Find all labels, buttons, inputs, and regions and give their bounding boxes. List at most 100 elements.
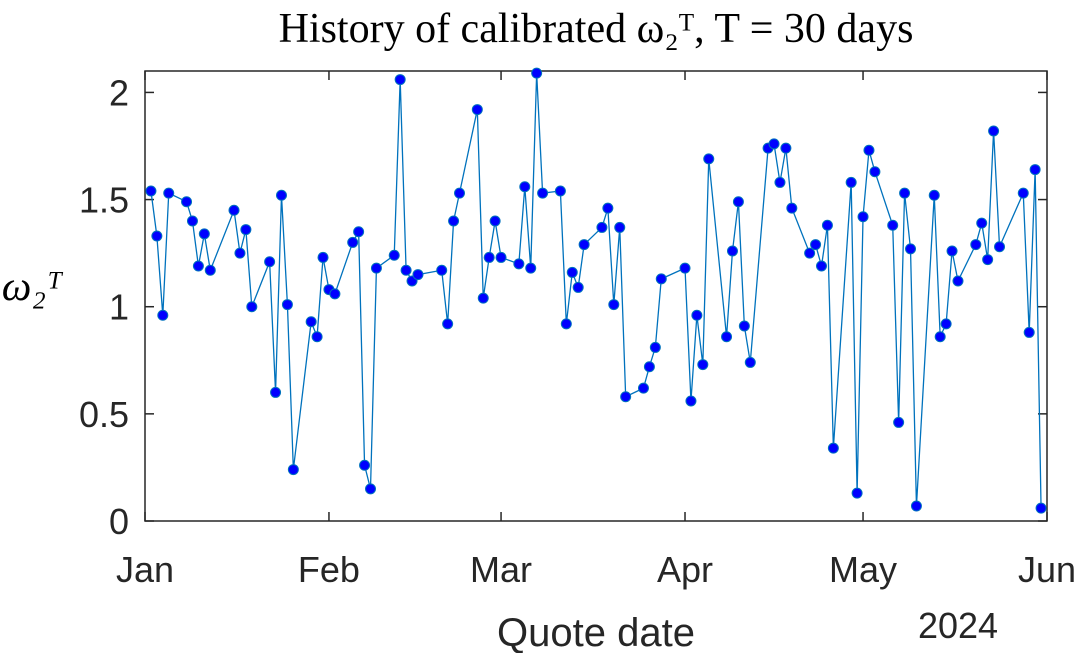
x-tick-label: Jun xyxy=(1018,549,1076,590)
data-point xyxy=(394,74,406,86)
data-point xyxy=(1017,187,1029,199)
x-tick-label: Mar xyxy=(470,549,532,590)
data-point xyxy=(857,211,869,223)
data-point xyxy=(566,266,578,278)
data-point xyxy=(281,299,293,311)
data-point xyxy=(572,281,584,293)
data-point xyxy=(721,331,733,343)
data-point xyxy=(1023,326,1035,338)
chart-title: History of calibrated ω₂ᵀ, T = 30 days xyxy=(279,6,914,52)
data-point xyxy=(454,187,466,199)
data-point xyxy=(732,196,744,208)
data-point xyxy=(988,125,1000,137)
data-point xyxy=(531,67,543,79)
data-point xyxy=(608,299,620,311)
data-point xyxy=(228,204,240,216)
data-point xyxy=(305,316,317,328)
data-point xyxy=(513,258,525,270)
data-point xyxy=(519,181,531,193)
data-point xyxy=(240,224,252,236)
data-point xyxy=(204,264,216,276)
x-axis-year: 2024 xyxy=(918,605,998,646)
data-point xyxy=(483,251,495,263)
data-point xyxy=(780,142,792,154)
data-point xyxy=(910,500,922,512)
data-point xyxy=(436,264,448,276)
data-point xyxy=(970,239,982,251)
data-point xyxy=(275,189,287,201)
data-point xyxy=(1029,164,1041,176)
data-point xyxy=(412,269,424,281)
data-point xyxy=(940,318,952,330)
x-tick-label: Apr xyxy=(657,549,713,590)
data-point xyxy=(578,239,590,251)
data-point xyxy=(810,239,822,251)
data-point xyxy=(560,318,572,330)
y-tick-label: 0 xyxy=(109,501,129,542)
data-point xyxy=(1035,502,1047,514)
data-point xyxy=(928,189,940,201)
data-point xyxy=(554,185,566,197)
data-point xyxy=(163,187,175,199)
data-point xyxy=(329,288,341,300)
data-point xyxy=(994,241,1006,253)
data-line xyxy=(150,73,1042,509)
data-point xyxy=(934,331,946,343)
y-tick-label: 2 xyxy=(109,72,129,113)
axes-box xyxy=(144,70,1048,522)
data-point xyxy=(270,386,282,398)
y-axis-label: ω₂ᵀ xyxy=(2,264,64,310)
data-point xyxy=(596,221,608,233)
data-point xyxy=(726,245,738,257)
data-point xyxy=(602,202,614,214)
data-point xyxy=(786,202,798,214)
data-point xyxy=(400,264,412,276)
data-point xyxy=(637,382,649,394)
data-point xyxy=(311,331,323,343)
data-point xyxy=(703,153,715,165)
data-point xyxy=(649,341,661,353)
data-point xyxy=(353,226,365,238)
data-point xyxy=(655,273,667,285)
data-point xyxy=(827,442,839,454)
data-point xyxy=(287,464,299,476)
data-point xyxy=(537,187,549,199)
data-point xyxy=(821,219,833,231)
data-point xyxy=(448,215,460,227)
data-point xyxy=(869,166,881,178)
data-point xyxy=(157,309,169,321)
y-tick-label: 0.5 xyxy=(79,394,129,435)
data-point xyxy=(744,356,756,368)
x-tick-label: Jan xyxy=(116,549,174,590)
data-point xyxy=(768,138,780,150)
data-point xyxy=(347,236,359,248)
data-point xyxy=(192,260,204,272)
data-point xyxy=(643,361,655,373)
data-point xyxy=(851,487,863,499)
data-point xyxy=(804,247,816,259)
data-point xyxy=(442,318,454,330)
data-point xyxy=(145,185,157,197)
data-point xyxy=(370,262,382,274)
data-point xyxy=(198,228,210,240)
data-point xyxy=(495,251,507,263)
data-point xyxy=(471,104,483,116)
data-point xyxy=(887,219,899,231)
data-point xyxy=(317,251,329,263)
data-point xyxy=(679,262,691,274)
data-point xyxy=(246,301,258,313)
x-tick-label: May xyxy=(829,549,897,590)
data-point xyxy=(186,215,198,227)
data-point xyxy=(477,292,489,304)
data-point xyxy=(893,416,905,428)
data-point xyxy=(952,275,964,287)
data-point xyxy=(181,196,193,208)
data-point xyxy=(234,247,246,259)
data-point xyxy=(905,243,917,255)
y-tick-label: 1.5 xyxy=(79,180,129,221)
data-point xyxy=(365,483,376,495)
data-point xyxy=(845,176,857,188)
data-point xyxy=(946,245,958,257)
